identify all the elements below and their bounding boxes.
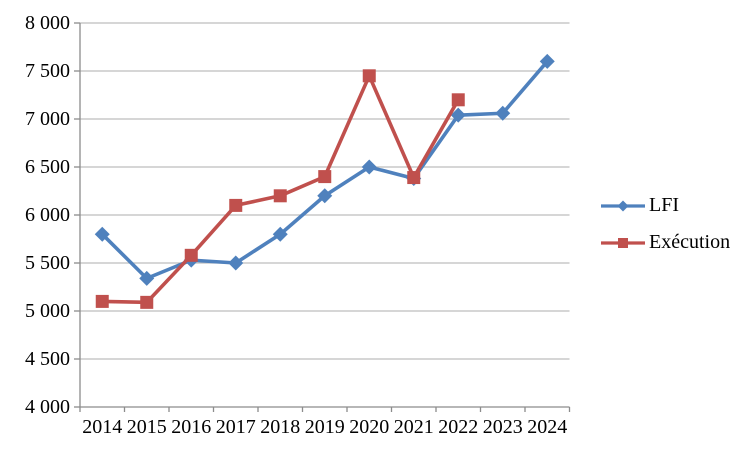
- x-tick-label: 2021: [394, 416, 434, 438]
- marker-lfi-2022: [450, 107, 466, 123]
- marker-lfi-2018: [272, 226, 288, 242]
- legend-item-execution: Exécution: [600, 231, 730, 254]
- y-tick-label: 6 000: [25, 204, 70, 226]
- marker-execution-2019: [318, 170, 332, 184]
- marker-execution-2015: [140, 295, 154, 309]
- x-tick-label: 2016: [171, 416, 211, 438]
- y-tick-label: 7 000: [25, 108, 70, 130]
- legend-item-lfi: LFI: [600, 194, 730, 217]
- legend-label-lfi: LFI: [649, 194, 679, 216]
- x-tick-label: 2014: [82, 416, 122, 438]
- y-tick-label: 8 000: [25, 12, 70, 34]
- y-tick-label: 4 000: [25, 396, 70, 418]
- x-tick-label: 2019: [305, 416, 345, 438]
- marker-lfi-2023: [495, 105, 511, 121]
- marker-lfi-2014: [94, 226, 110, 242]
- y-tick-label: 5 500: [25, 252, 70, 274]
- series-lfi: [94, 53, 555, 286]
- marker-lfi-2019: [317, 188, 333, 204]
- marker-execution-2022: [451, 93, 465, 107]
- x-axis-labels: 2014 2015 2016 2017 2018 2019 2020 2021 2022 2023…: [82, 416, 567, 438]
- x-tick-label: 2022: [438, 416, 478, 438]
- marker-execution-2016: [184, 248, 198, 262]
- series-execution: [95, 69, 465, 309]
- y-axis-labels: 4 000 4 500 5 000 5 500 6 000 6 500 7 000 7 500…: [25, 12, 70, 418]
- x-tick-label: 2015: [127, 416, 167, 438]
- series-line: [100, 60, 549, 281]
- marker-execution-2018: [273, 189, 287, 203]
- marker-execution-2014: [95, 294, 109, 308]
- y-tick-label: 6 500: [25, 156, 70, 178]
- tick-marks: [74, 22, 571, 412]
- legend-label-execution: Exécution: [649, 231, 731, 253]
- y-tick-label: 4 500: [25, 348, 70, 370]
- marker-lfi-2017: [228, 255, 244, 271]
- x-tick-label: 2017: [216, 416, 256, 438]
- marker-lfi-2024: [539, 53, 555, 69]
- x-tick-label: 2023: [483, 416, 523, 438]
- marker-lfi-2015: [139, 270, 155, 286]
- execution-line-square-icon: [601, 237, 645, 248]
- lfi-line-diamond-icon: [601, 200, 645, 211]
- y-tick-label: 5 000: [25, 300, 70, 322]
- marker-execution-2020: [362, 69, 376, 83]
- y-tick-label: 7 500: [25, 60, 70, 82]
- marker-lfi-2020: [361, 159, 377, 175]
- x-tick-label: 2024: [527, 416, 567, 438]
- chart-legend: LFI Exécution: [600, 194, 730, 254]
- x-tick-label: 2018: [260, 416, 300, 438]
- x-tick-label: 2020: [349, 416, 389, 438]
- marker-execution-2021: [407, 171, 421, 185]
- series-line: [102, 74, 460, 305]
- y-gridlines: [80, 22, 570, 360]
- marker-execution-2017: [229, 198, 243, 212]
